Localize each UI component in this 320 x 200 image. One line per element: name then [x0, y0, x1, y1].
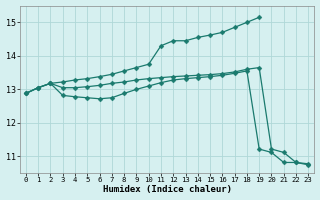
- X-axis label: Humidex (Indice chaleur): Humidex (Indice chaleur): [103, 185, 232, 194]
